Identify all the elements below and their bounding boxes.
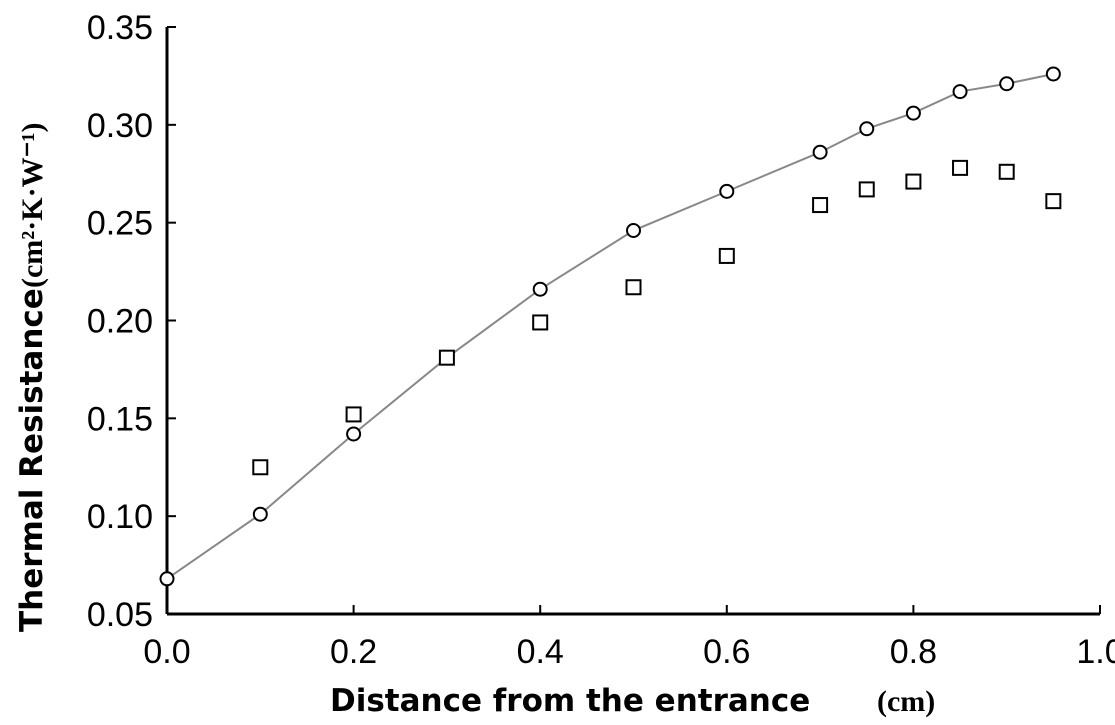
data-point-square: [1045, 193, 1062, 210]
y-tick-label: 0.15: [87, 400, 153, 438]
x-tick-label: 0.6: [703, 633, 750, 671]
x-tick-label: 0.2: [330, 633, 377, 671]
data-point-square: [858, 181, 875, 198]
data-point-circle: [159, 571, 175, 587]
series-line: [166, 72, 1054, 580]
data-point-square: [952, 159, 969, 176]
axis-labels: Distance from the entrance (cm) Thermal …: [14, 123, 935, 719]
data-point-circle: [999, 76, 1015, 92]
data-point-square: [252, 459, 269, 476]
data-point-circle: [1045, 66, 1061, 82]
data-point-square: [998, 163, 1015, 180]
axis-ticks: 0.0 0.2 0.4 0.6 0.8 1.0 0.05 0.10 0.15 0.20 0.25 0.…: [87, 9, 1115, 671]
x-tick-label: 1.0: [1076, 633, 1115, 671]
data-point-square: [812, 197, 829, 214]
y-tick-label: 0.25: [87, 205, 153, 243]
data-point-circle: [626, 222, 641, 238]
y-axis-unit: (cm²·K·W⁻¹): [16, 123, 49, 288]
series-square: [252, 159, 1062, 476]
data-point-circle: [252, 506, 268, 522]
data-point-circle: [952, 84, 968, 100]
x-axis-label: Distance from the entrance: [330, 683, 810, 719]
data-point-circle: [346, 426, 362, 442]
x-tick-label: 0.8: [890, 633, 937, 671]
y-tick-label: 0.30: [87, 107, 153, 145]
x-axis-unit: (cm): [877, 685, 935, 718]
x-tick-label: 0.4: [517, 633, 564, 671]
data-point-circle: [859, 121, 875, 137]
data-point-square: [905, 173, 922, 190]
data-series: [159, 66, 1062, 587]
data-point-square: [345, 406, 362, 423]
axes: [165, 27, 1100, 616]
y-tick-label: 0.35: [87, 9, 153, 47]
data-point-square: [438, 349, 455, 366]
y-axis-label: Thermal Resistance: [14, 288, 50, 632]
series-circle: [159, 66, 1061, 587]
data-point-square: [718, 247, 735, 264]
data-point-circle: [812, 144, 828, 160]
data-point-circle: [532, 281, 548, 297]
data-point-square: [625, 279, 642, 296]
data-point-circle: [905, 105, 921, 121]
y-tick-label: 0.05: [87, 596, 153, 634]
x-tick-label: 0.0: [143, 633, 190, 671]
data-point-circle: [719, 183, 735, 199]
data-point-square: [532, 314, 549, 331]
y-tick-label: 0.10: [87, 498, 153, 536]
y-tick-label: 0.20: [87, 303, 153, 341]
